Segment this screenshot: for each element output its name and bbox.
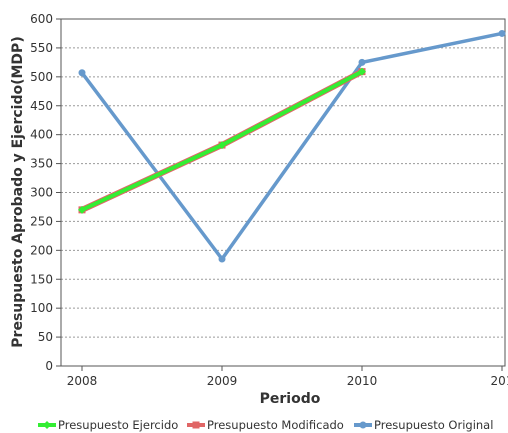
legend-marker [193,422,200,429]
data-point [79,69,86,76]
legend-item: Presupuesto Original [354,418,493,432]
legend-item: Presupuesto Ejercido [38,418,178,432]
legend-label: Presupuesto Ejercido [58,418,178,432]
x-tick-label: 2010 [347,374,378,388]
legend-label: Presupuesto Modificado [207,418,344,432]
x-axis-title: Periodo [260,391,321,407]
legend-marker [360,422,367,429]
data-point [359,59,366,66]
legend-item: Presupuesto Modificado [187,418,344,432]
y-tick-label: 250 [30,214,53,228]
data-point [219,256,226,263]
y-tick-label: 0 [45,359,53,373]
y-tick-label: 550 [30,41,53,55]
series-presupuesto-original [79,30,506,263]
y-tick-label: 100 [30,301,53,315]
data-point [499,30,506,37]
x-tick-label: 2009 [207,374,238,388]
y-tick-label: 200 [30,243,53,257]
y-tick-label: 500 [30,70,53,84]
y-tick-label: 400 [30,128,53,142]
y-tick-label: 600 [30,12,53,26]
y-tick-label: 450 [30,99,53,113]
series-layer [78,30,506,263]
series-line [82,72,362,210]
y-tick-label: 50 [38,330,53,344]
grid [61,19,505,337]
y-axis-title: Presupuesto Aprobado y Ejercido(MDP) [10,36,26,347]
y-tick-label: 150 [30,272,53,286]
y-tick-label: 350 [30,157,53,171]
legend-label: Presupuesto Original [374,418,493,432]
legend: Presupuesto Ejercido Presupuesto Modifica… [38,418,493,432]
y-tick-label: 300 [30,186,53,200]
legend-marker [43,421,51,429]
x-tick-label: 201 [491,374,508,388]
series-line [82,33,502,259]
x-tick-label: 2008 [67,374,98,388]
